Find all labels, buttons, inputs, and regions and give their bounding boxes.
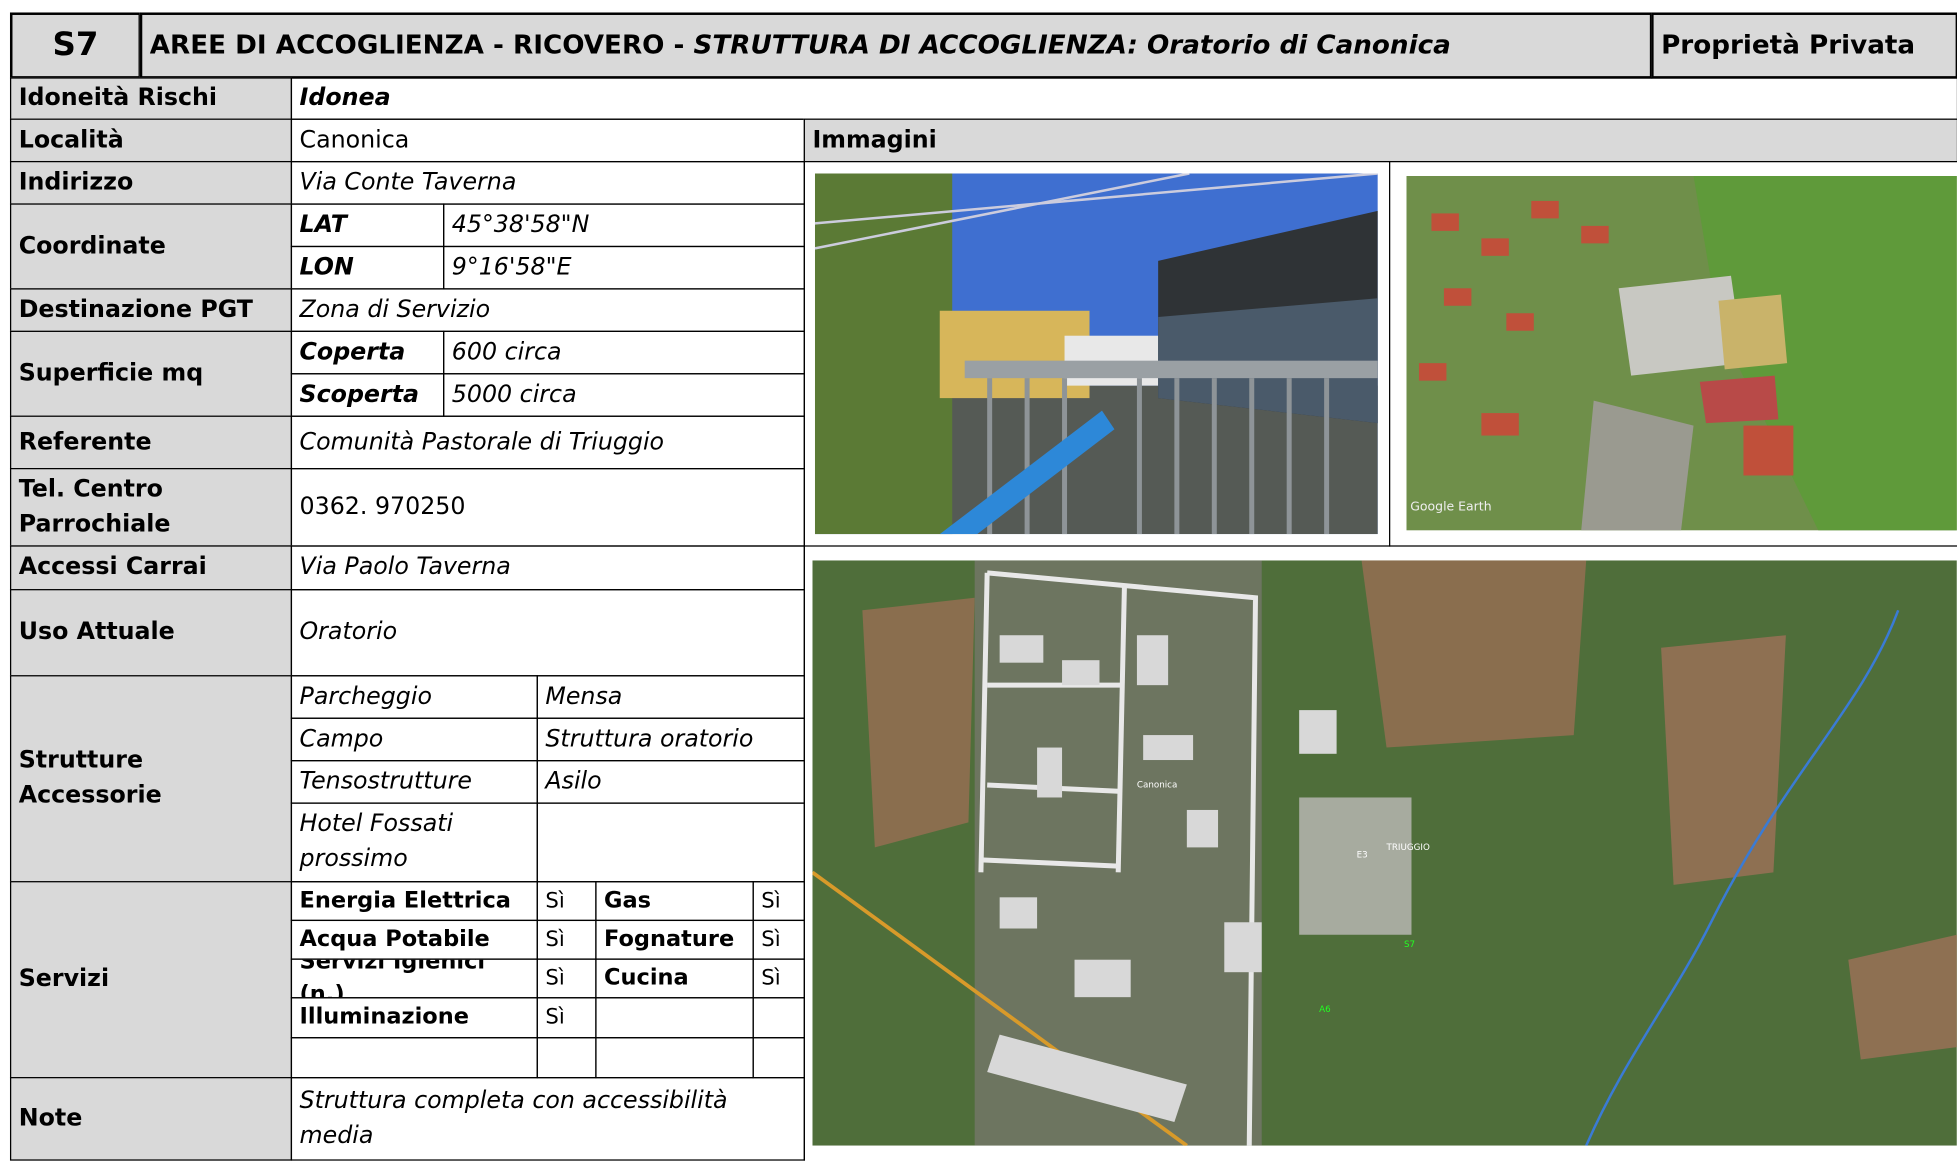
service-name: Energia Elettrica: [290, 881, 538, 922]
map-label: E3: [1357, 850, 1368, 860]
map-label: TRIUGGIO: [1386, 843, 1430, 853]
sheet-code: S7: [9, 12, 142, 79]
sub-label: LAT: [290, 203, 445, 248]
ownership: Proprietà Privata: [1651, 12, 1957, 79]
field-label: Coordinate: [9, 203, 293, 290]
service-value: Sì: [536, 997, 597, 1039]
facility: Parcheggio: [290, 675, 538, 719]
title-emphasis: STRUTTURA DI ACCOGLIENZA: Oratorio di Ca…: [693, 30, 1451, 61]
field-label: Destinazione PGT: [9, 288, 293, 332]
field-label: Indirizzo: [9, 160, 293, 205]
facility: Mensa: [536, 675, 805, 719]
service-name: Gas: [595, 881, 754, 922]
facility: Hotel Fossati prossimo: [290, 802, 538, 883]
service-name: Illuminazione: [290, 997, 538, 1039]
sheet-title: AREE DI ACCOGLIENZA - RICOVERO - STRUTTU…: [139, 12, 1653, 79]
facility: Struttura oratorio: [536, 717, 805, 762]
title-text: AREE DI ACCOGLIENZA - RICOVERO -: [149, 30, 694, 61]
service-name: [290, 1037, 538, 1079]
field-label: Località: [9, 118, 293, 163]
field-label: Accessi Carrai: [9, 545, 293, 591]
field-label: Idoneità Rischi: [9, 77, 293, 120]
service-value: [752, 997, 805, 1039]
service-value: Sì: [752, 958, 805, 999]
facility: Asilo: [536, 760, 805, 804]
facility: [536, 802, 805, 883]
images-label: Immagini: [803, 118, 1957, 163]
facility: Tensostrutture: [290, 760, 538, 804]
field-label: Servizi: [9, 881, 293, 1079]
map-frame: [803, 545, 1957, 1161]
map-label: S7: [1404, 940, 1415, 950]
field-value: Idonea: [290, 77, 1957, 120]
service-value: Sì: [752, 919, 805, 960]
service-name: [595, 1037, 754, 1079]
service-value: Sì: [536, 881, 597, 922]
field-value: Comunità Pastorale di Triuggio: [290, 415, 805, 470]
aerial-photo: Google Earth: [1406, 175, 1957, 531]
field-value: 5000 circa: [443, 373, 805, 417]
service-value: Sì: [536, 919, 597, 960]
sub-label: Scoperta: [290, 373, 445, 417]
field-value: 600 circa: [443, 330, 805, 375]
field-label: Superficie mq: [9, 330, 293, 417]
service-name: Fognature: [595, 919, 754, 960]
map-label: A6: [1319, 1005, 1331, 1015]
service-value: Sì: [536, 958, 597, 999]
service-value: [536, 1037, 597, 1079]
facility: Campo: [290, 717, 538, 762]
field-value: 0362. 970250: [290, 468, 805, 547]
field-label: Uso Attuale: [9, 589, 293, 677]
field-value: 9°16'58"E: [443, 245, 805, 290]
field-value: Struttura completa con accessibilità med…: [290, 1077, 805, 1161]
service-name: Cucina: [595, 958, 754, 999]
site-photo: [814, 173, 1378, 535]
field-label: Tel. Centro Parrochiale: [9, 468, 293, 547]
field-label: Note: [9, 1077, 293, 1161]
service-value: [752, 1037, 805, 1079]
field-label: Referente: [9, 415, 293, 470]
map: Canonica E3 TRIUGGIO S7 A6: [812, 560, 1957, 1146]
service-name: [595, 997, 754, 1039]
field-value: Zona di Servizio: [290, 288, 805, 332]
field-value: Canonica: [290, 118, 805, 163]
watermark: Google Earth: [1410, 498, 1491, 513]
field-value: Oratorio: [290, 589, 805, 677]
field-label: Strutture Accessorie: [9, 675, 293, 883]
divider: [1389, 160, 1405, 547]
service-name: Servizi Igienici (n.): [290, 958, 538, 999]
service-value: Sì: [752, 881, 805, 922]
sub-label: Coperta: [290, 330, 445, 375]
field-value: Via Conte Taverna: [290, 160, 805, 205]
service-name: Acqua Potabile: [290, 919, 538, 960]
map-label: Canonica: [1137, 780, 1177, 790]
images-frame: [803, 160, 1957, 547]
field-value: 45°38'58"N: [443, 203, 805, 248]
sub-label: LON: [290, 245, 445, 290]
field-value: Via Paolo Taverna: [290, 545, 805, 591]
